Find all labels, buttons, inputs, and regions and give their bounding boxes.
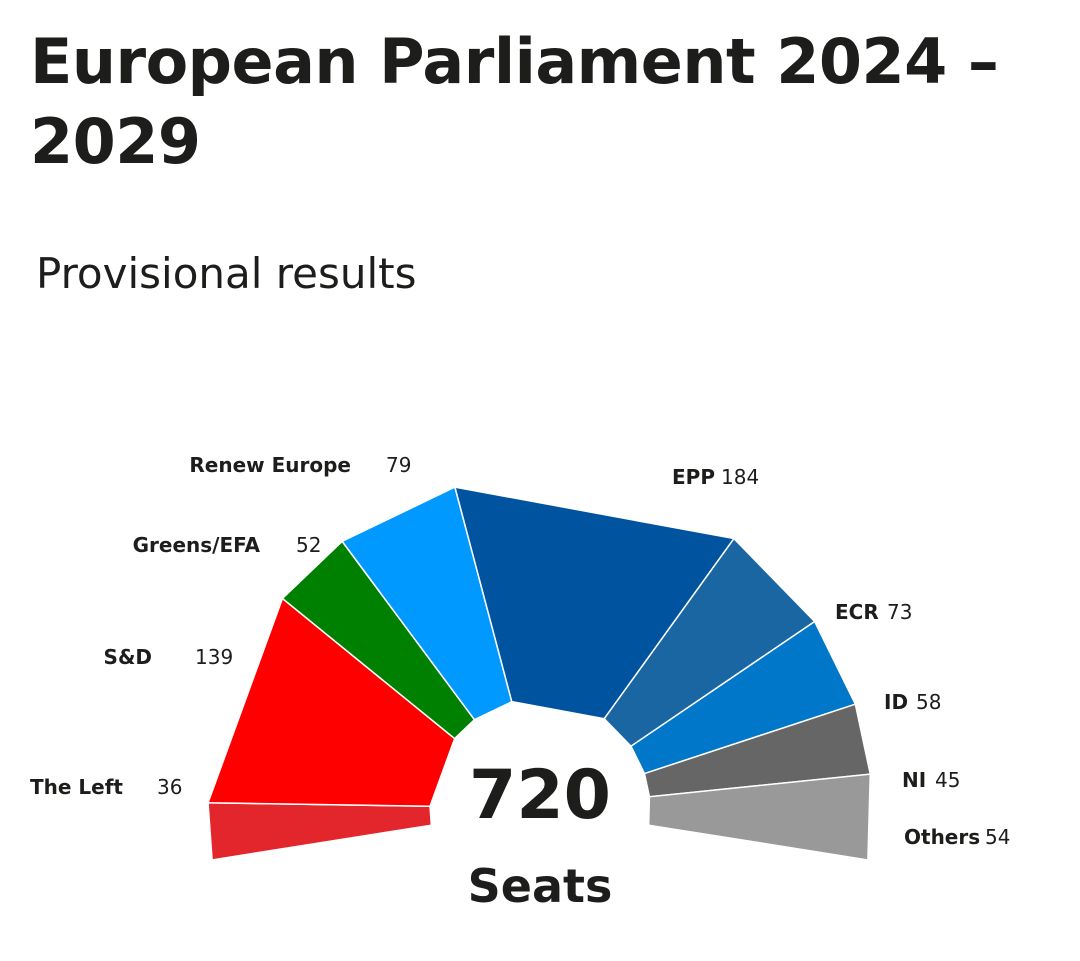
- value-sandd: 139: [195, 645, 233, 669]
- value-ecr: 73: [887, 600, 912, 624]
- seat-segments: [206, 486, 872, 861]
- label-the-left: The Left: [30, 775, 123, 799]
- value-epp: 184: [721, 465, 759, 489]
- label-others: Others: [904, 825, 980, 849]
- segment-others: [647, 773, 872, 861]
- chart-title: European Parliament 2024 – 2029: [30, 25, 999, 178]
- label-ni: NI: [902, 768, 926, 792]
- label-epp: EPP: [672, 465, 715, 489]
- label-sandd: S&D: [104, 645, 152, 669]
- label-renew-europe: Renew Europe: [189, 453, 351, 477]
- total-seats-value: 720: [469, 756, 611, 835]
- label-id: ID: [884, 690, 908, 714]
- label-greens-efa: Greens/EFA: [133, 533, 261, 557]
- total-seats-label: Seats: [468, 859, 613, 913]
- label-ecr: ECR: [835, 600, 879, 624]
- chart-subtitle: Provisional results: [36, 249, 417, 298]
- value-greens-efa: 52: [296, 533, 321, 557]
- party-labels: The Left 36 S&D 139 Greens/EFA 52 Renew Europe…: [30, 453, 1010, 849]
- value-the-left: 36: [157, 775, 182, 799]
- value-ni: 45: [935, 768, 960, 792]
- value-renew-europe: 79: [386, 453, 411, 477]
- segment-the-left: [207, 802, 433, 861]
- value-others: 54: [985, 825, 1010, 849]
- value-id: 58: [916, 690, 941, 714]
